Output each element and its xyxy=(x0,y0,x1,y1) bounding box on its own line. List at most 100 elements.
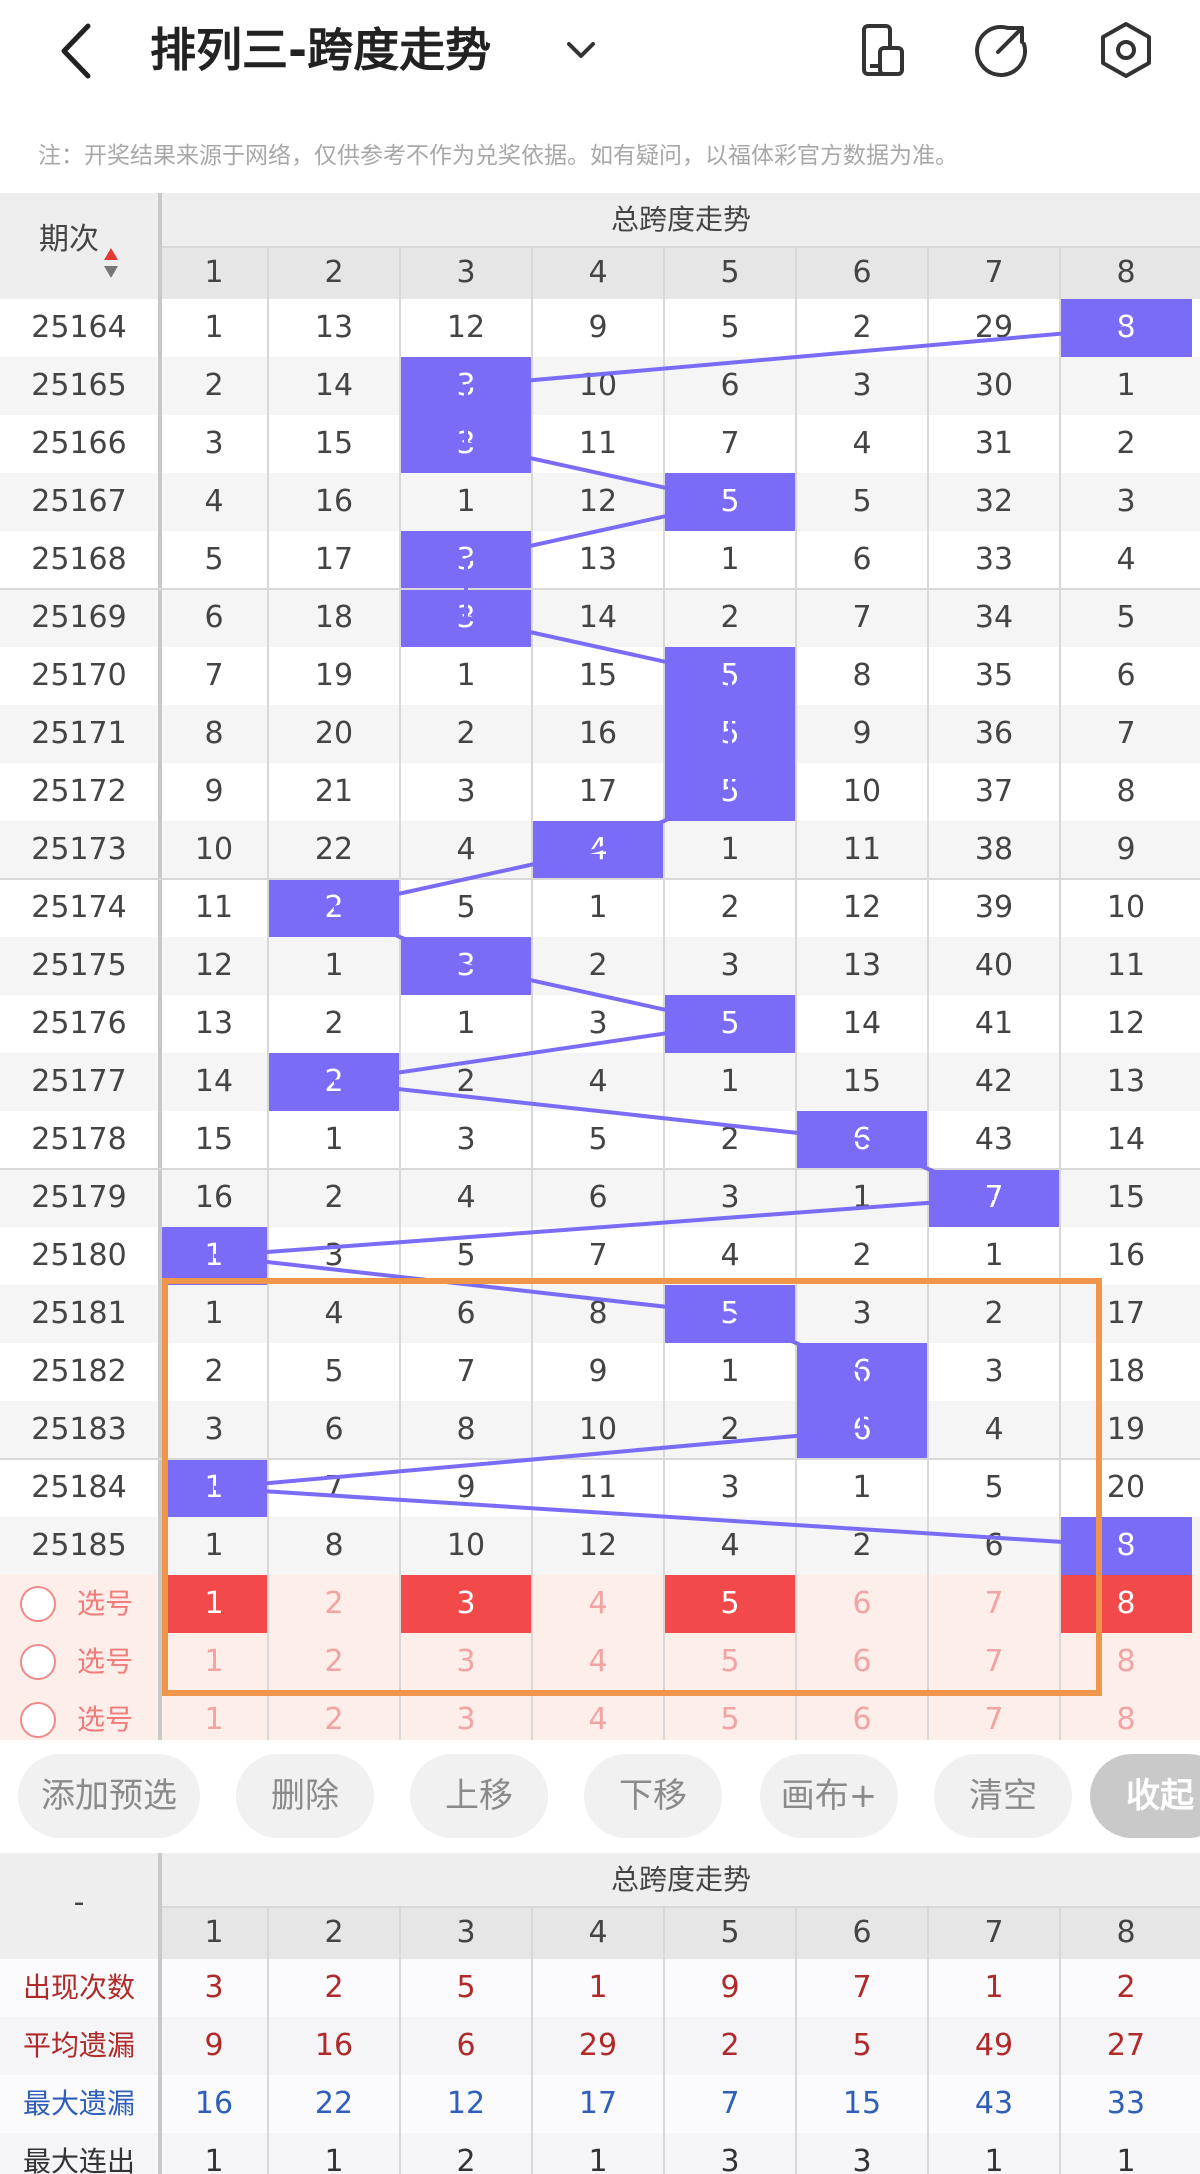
stats-column-divider xyxy=(399,1907,401,2174)
hit-cell: 8 xyxy=(1060,299,1192,357)
select-radio[interactable] xyxy=(20,1702,56,1738)
select-number[interactable]: 3 xyxy=(456,1644,476,1679)
selected-number[interactable]: 1 xyxy=(160,1575,268,1633)
move-up-button[interactable]: 上移 xyxy=(410,1754,548,1838)
column-header: 6 xyxy=(852,255,872,290)
header-row-bg xyxy=(162,247,1200,299)
select-number[interactable]: 5 xyxy=(720,1644,740,1679)
select-radio[interactable] xyxy=(20,1586,56,1622)
miss-cell: 32 xyxy=(974,484,1014,519)
column-divider xyxy=(927,247,929,1749)
miss-cell: 5 xyxy=(324,1354,344,1389)
hit-cell: 5 xyxy=(664,1285,796,1343)
select-radio[interactable] xyxy=(20,1644,56,1680)
miss-cell: 2 xyxy=(204,368,224,403)
select-number[interactable]: 8 xyxy=(1116,1702,1136,1737)
stats-value: 16 xyxy=(194,2086,234,2121)
select-number[interactable]: 1 xyxy=(204,1702,224,1737)
app-header: 排列三-跨度走势 xyxy=(0,0,1200,108)
miss-cell: 6 xyxy=(324,1412,344,1447)
select-number[interactable]: 4 xyxy=(588,1644,608,1679)
miss-cell: 11 xyxy=(1106,948,1146,983)
stats-value: 1 xyxy=(204,2144,224,2174)
miss-cell: 19 xyxy=(314,658,354,693)
column-divider xyxy=(1059,247,1061,1749)
hit-cell: 7 xyxy=(928,1169,1060,1227)
select-label: 选号 xyxy=(76,1645,133,1678)
miss-cell: 4 xyxy=(204,484,224,519)
select-number[interactable]: 2 xyxy=(324,1702,344,1737)
miss-cell: 29 xyxy=(974,310,1014,345)
period-header[interactable]: 期次 xyxy=(0,193,158,299)
miss-cell: 39 xyxy=(974,890,1014,925)
selected-number[interactable]: 5 xyxy=(664,1575,796,1633)
select-number[interactable]: 4 xyxy=(588,1702,608,1737)
stats-row-label: 出现次数 xyxy=(22,1971,135,2004)
add-preselect-button[interactable]: 添加预选 xyxy=(18,1754,200,1838)
stats-column-header: 5 xyxy=(720,1915,740,1950)
miss-cell: 30 xyxy=(974,368,1014,403)
device-icon[interactable] xyxy=(850,18,914,82)
stats-value: 17 xyxy=(578,2086,618,2121)
stats-row xyxy=(0,2075,1200,2133)
selected-number[interactable]: 8 xyxy=(1060,1575,1192,1633)
select-number[interactable]: 7 xyxy=(984,1644,1004,1679)
select-number[interactable]: 6 xyxy=(852,1586,872,1621)
miss-cell: 37 xyxy=(974,774,1014,809)
stats-value: 1 xyxy=(1116,2144,1136,2174)
hit-cell: 3 xyxy=(400,415,532,473)
miss-cell: 1 xyxy=(852,1470,872,1505)
stats-value: 9 xyxy=(204,2028,224,2063)
select-number[interactable]: 6 xyxy=(852,1702,872,1737)
stats-value: 3 xyxy=(852,2144,872,2174)
chevron-down-icon[interactable] xyxy=(565,36,597,62)
select-number[interactable]: 7 xyxy=(984,1586,1004,1621)
miss-cell: 16 xyxy=(578,716,618,751)
period-cell: 25172 xyxy=(31,774,127,809)
miss-cell: 1 xyxy=(204,310,224,345)
collapse-button[interactable]: 收起 xyxy=(1090,1754,1200,1838)
page-title[interactable]: 排列三-跨度走势 xyxy=(150,23,492,77)
miss-cell: 9 xyxy=(456,1470,476,1505)
stats-value: 1 xyxy=(324,2144,344,2174)
settings-hexagon-icon[interactable] xyxy=(1094,18,1158,82)
miss-cell: 15 xyxy=(194,1122,234,1157)
move-down-button[interactable]: 下移 xyxy=(584,1754,722,1838)
column-header: 1 xyxy=(204,255,224,290)
canvas-plus-button[interactable]: 画布+ xyxy=(760,1754,898,1838)
select-number[interactable]: 3 xyxy=(456,1702,476,1737)
miss-cell: 42 xyxy=(974,1064,1014,1099)
miss-cell: 33 xyxy=(974,542,1014,577)
select-number[interactable]: 5 xyxy=(720,1702,740,1737)
chevron-left-icon[interactable] xyxy=(52,18,102,84)
period-cell: 25167 xyxy=(31,484,127,519)
stats-value: 22 xyxy=(314,2086,354,2121)
stats-column-divider xyxy=(531,1907,533,2174)
selected-number[interactable]: 3 xyxy=(400,1575,532,1633)
select-number[interactable]: 2 xyxy=(324,1644,344,1679)
miss-cell: 7 xyxy=(588,1238,608,1273)
select-number[interactable]: 7 xyxy=(984,1702,1004,1737)
miss-cell: 17 xyxy=(314,542,354,577)
miss-cell: 43 xyxy=(974,1122,1014,1157)
miss-cell: 18 xyxy=(314,600,354,635)
miss-cell: 1 xyxy=(456,658,476,693)
select-number[interactable]: 2 xyxy=(324,1586,344,1621)
sort-icon[interactable] xyxy=(103,224,119,278)
stats-value: 2 xyxy=(324,1970,344,2005)
miss-cell: 1 xyxy=(456,484,476,519)
miss-cell: 9 xyxy=(852,716,872,751)
delete-button[interactable]: 删除 xyxy=(236,1754,374,1838)
select-number[interactable]: 6 xyxy=(852,1644,872,1679)
miss-cell: 14 xyxy=(314,368,354,403)
miss-cell: 1 xyxy=(720,542,740,577)
clear-button[interactable]: 清空 xyxy=(934,1754,1072,1838)
select-number[interactable]: 4 xyxy=(588,1586,608,1621)
share-icon[interactable] xyxy=(968,18,1032,82)
select-number[interactable]: 8 xyxy=(1116,1644,1136,1679)
stats-value: 16 xyxy=(314,2028,354,2063)
select-number[interactable]: 1 xyxy=(204,1644,224,1679)
group-header: 总跨度走势 xyxy=(610,203,751,236)
stats-column-divider xyxy=(795,1907,797,2174)
hit-cell: 1 xyxy=(160,1227,268,1285)
